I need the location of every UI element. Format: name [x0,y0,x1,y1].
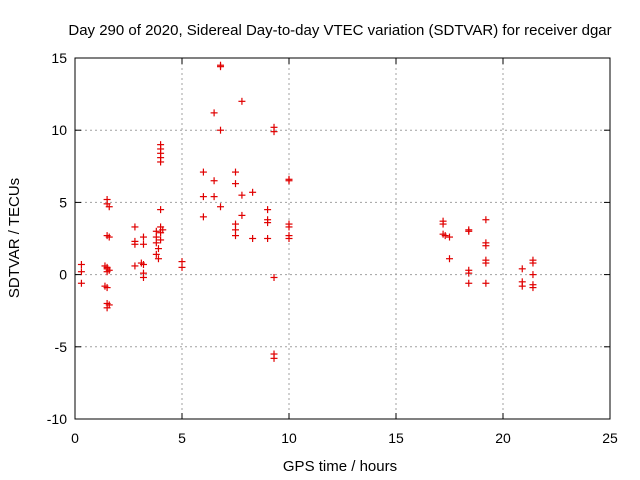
data-point [529,271,537,279]
data-point [270,128,278,136]
data-point [154,245,162,253]
data-point [285,235,293,242]
data-point [482,259,490,267]
data-point [270,273,278,281]
data-point [285,177,293,185]
data-point [439,220,447,228]
data-point [131,240,139,248]
data-point [270,354,278,362]
data-point [238,97,246,105]
data-point [139,273,147,281]
y-tick-label: -10 [47,411,67,427]
data-point [178,263,186,271]
y-tick-label: 0 [59,267,67,283]
data-point [157,158,165,166]
data-point [199,193,207,201]
data-point [238,191,246,199]
data-point [285,223,293,231]
data-point [249,235,257,242]
data-point [157,236,165,244]
data-point [105,233,113,241]
data-point [518,265,526,273]
data-point [232,168,239,176]
data-point [159,226,167,234]
data-point [77,260,85,268]
data-point [103,284,111,292]
plot-frame [74,57,611,420]
data-point [249,188,257,196]
data-point [139,233,147,241]
data-point [232,232,239,240]
data-point [232,180,239,188]
y-tick-label: 5 [59,194,67,210]
x-tick-label: 25 [602,430,618,446]
data-point [482,216,490,224]
data-point [518,282,526,290]
data-point [529,259,537,267]
data-point [77,279,85,287]
x-tick-label: 5 [178,430,186,446]
data-point [105,203,113,211]
data-point [210,109,218,117]
data-point [441,232,449,240]
data-point [264,219,272,227]
data-point [446,233,453,241]
y-axis-ticks: -10 -5 0 5 10 15 [47,50,610,427]
data-point [139,260,147,268]
grid [75,58,610,419]
x-tick-label: 0 [71,430,79,446]
y-tick-label: 15 [51,50,67,66]
data-point [131,262,139,270]
data-point [482,279,490,287]
data-point [105,301,113,309]
data-point [465,269,473,277]
data-point [199,213,207,221]
y-axis-title: SDTVAR / TECUs [6,178,23,298]
data-point [465,227,473,235]
data-point [529,284,537,292]
data-series [77,61,537,362]
data-point [238,211,246,219]
data-point [210,177,218,185]
data-point [264,206,272,214]
data-point [103,268,111,276]
x-tick-label: 10 [281,430,297,446]
data-point [199,168,207,176]
x-tick-label: 20 [495,430,511,446]
data-point [465,279,473,287]
data-point [131,223,139,231]
chart-title: Day 290 of 2020, Sidereal Day-to-day VTE… [68,22,611,39]
data-point [152,250,160,258]
x-axis-title: GPS time / hours [283,458,397,475]
data-point [217,63,225,71]
data-point [77,268,85,276]
data-point [139,240,147,248]
data-point [446,255,453,263]
data-point [482,242,490,250]
data-point [157,206,165,214]
y-tick-label: 10 [51,122,67,138]
data-point [217,203,225,211]
data-point [152,239,160,247]
data-point [154,255,162,263]
y-tick-label: -5 [55,339,68,355]
data-point [264,235,272,242]
data-point [217,126,225,134]
data-point [210,193,218,201]
x-tick-label: 15 [388,430,404,446]
